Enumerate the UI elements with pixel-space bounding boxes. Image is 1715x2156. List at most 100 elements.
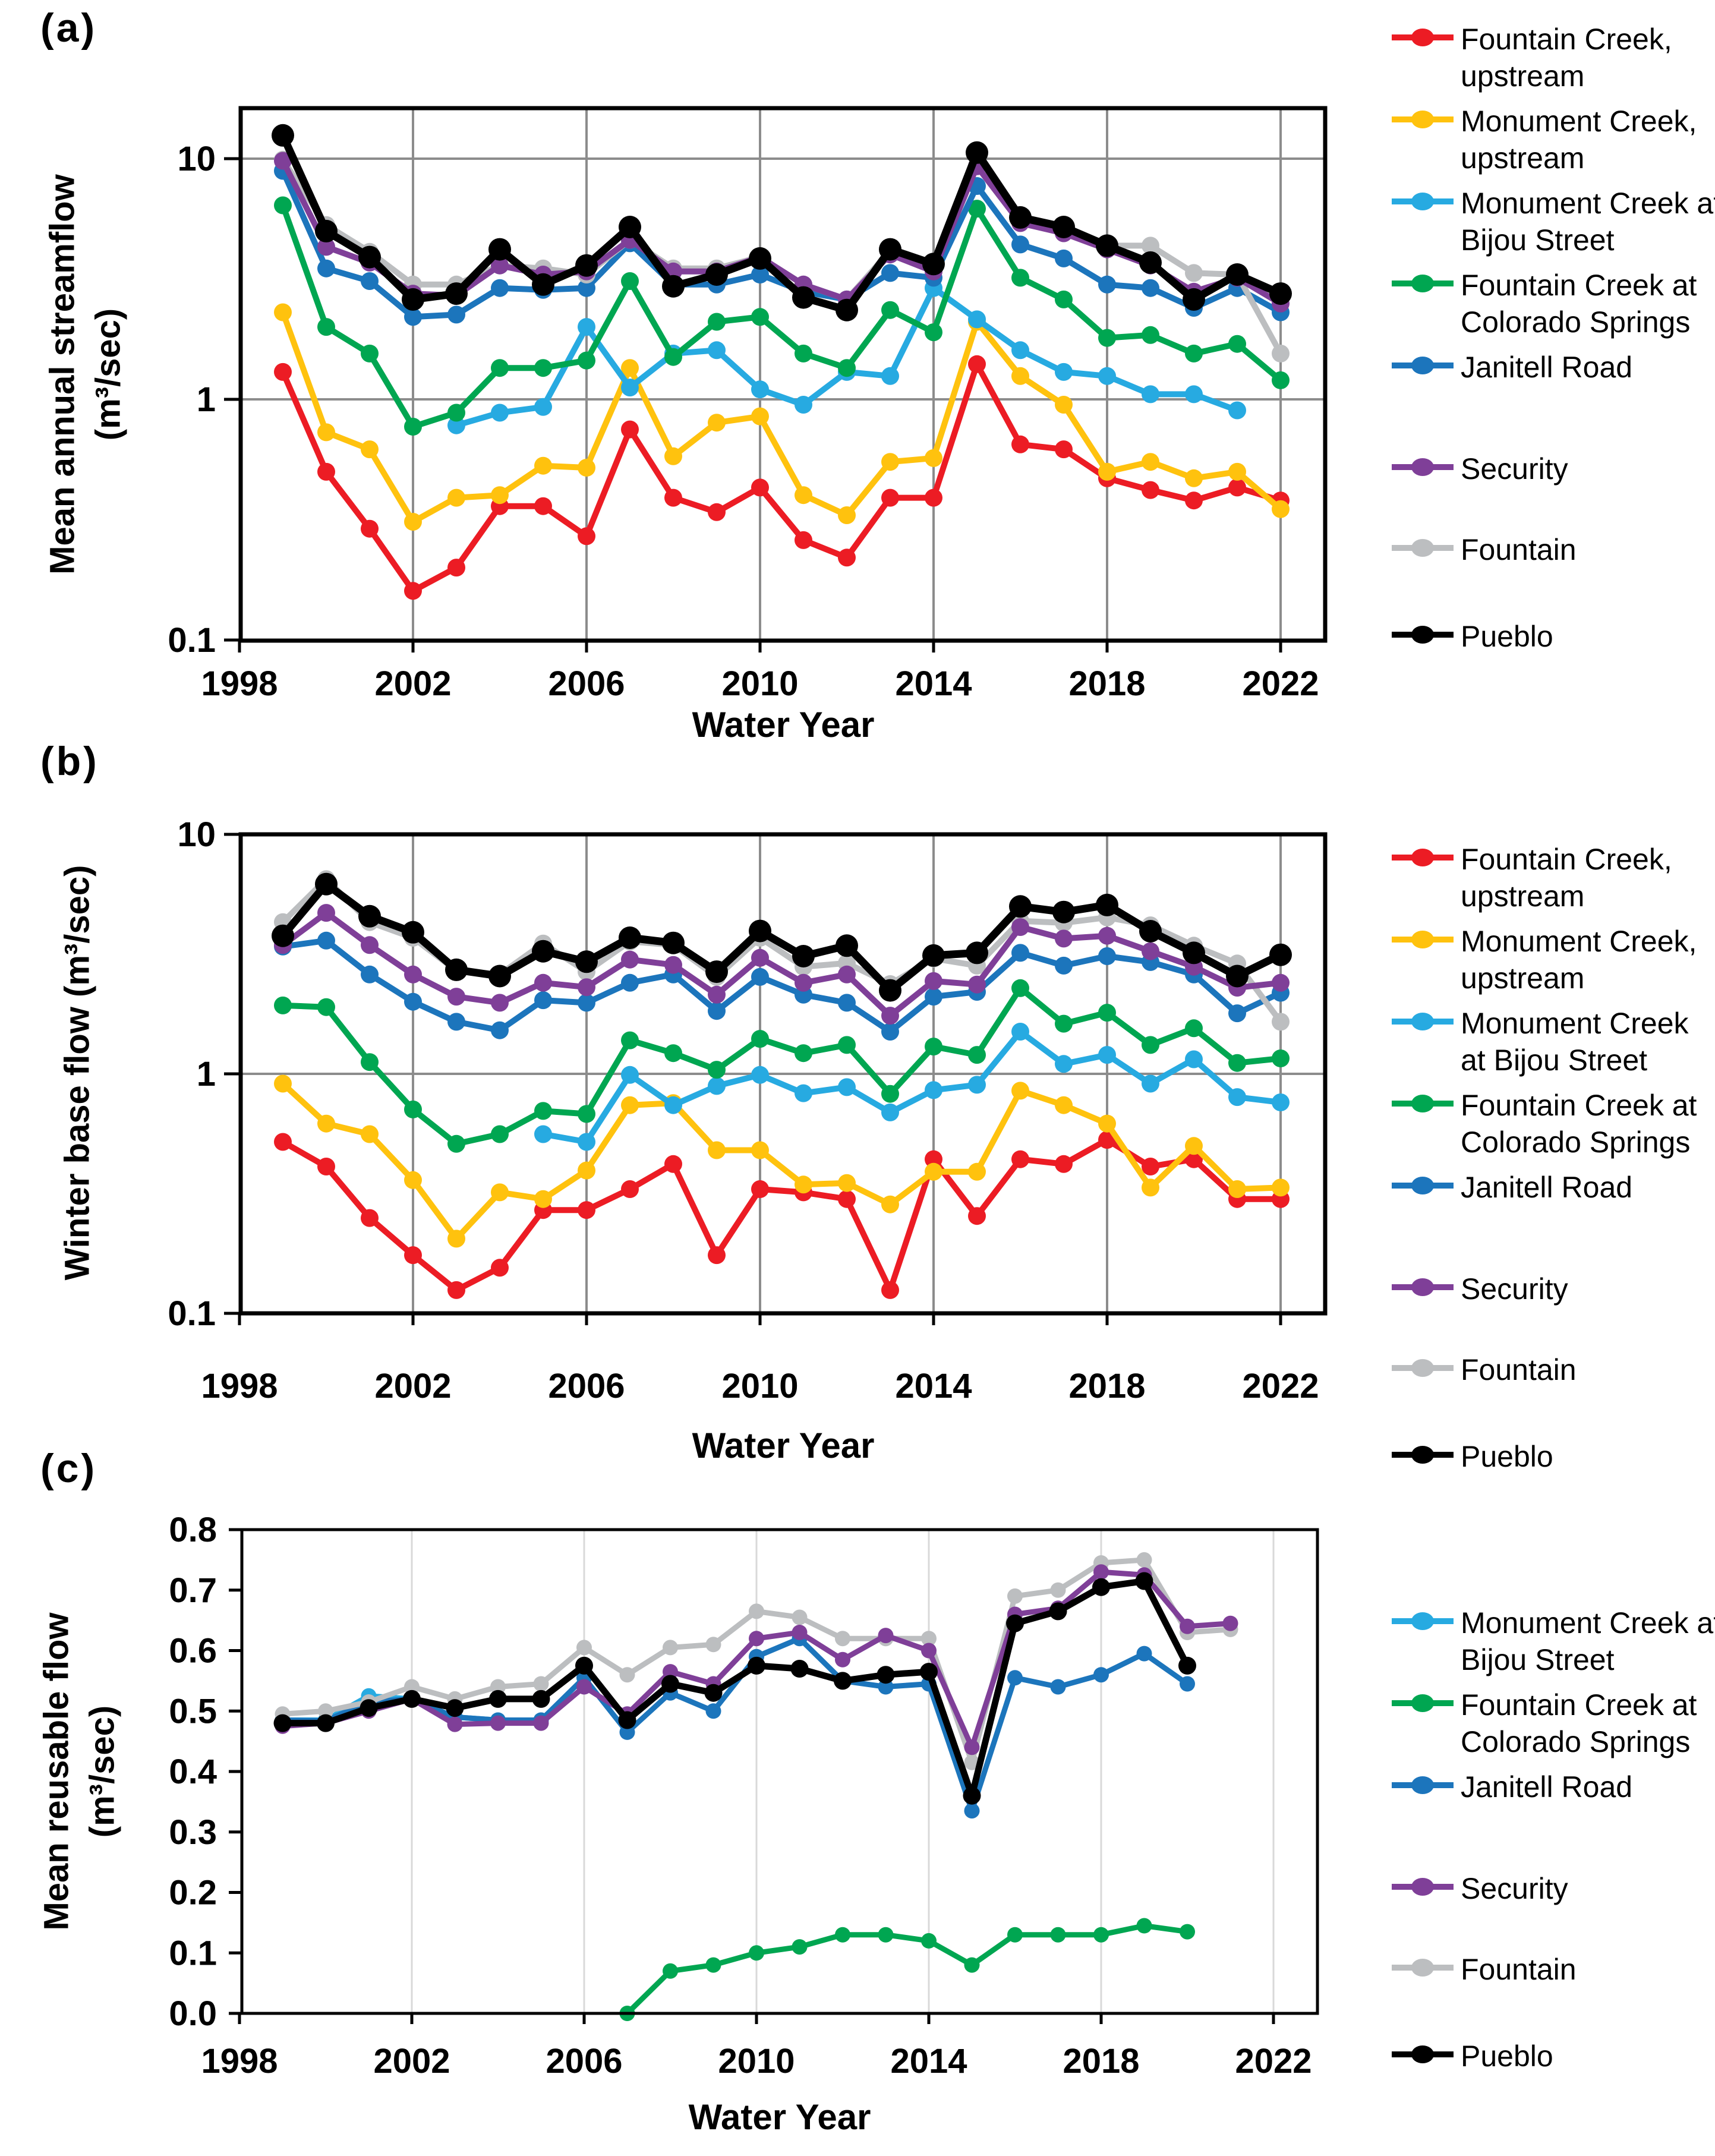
x-tick-label-1998: 1998 <box>201 2042 278 2081</box>
point-fountain-2016 <box>1007 1588 1023 1604</box>
chart-c-y-title-line1: Mean reusable flow <box>37 1612 76 1931</box>
series-pueblo <box>272 872 1292 1002</box>
chart-b-plot: 10 1 0.1 1998 2002 2006 2010 2014 2018 2022 <box>168 815 1328 1405</box>
point-fountain-creek-upstream-2000 <box>317 1158 335 1175</box>
point-janitell-road-2016 <box>1011 235 1029 254</box>
point-pueblo-2012 <box>834 1672 852 1690</box>
point-pueblo-2008 <box>661 1675 679 1693</box>
point-monument-creek-bijou-2013 <box>881 367 899 385</box>
x-tick-label-2006: 2006 <box>548 1367 625 1405</box>
legend-item-fountain-creek-cs: Fountain Creek at Colorado Springs <box>1391 267 1715 341</box>
point-fountain-creek-upstream-2002 <box>404 1246 422 1265</box>
point-fountain-creek-cs-2020 <box>1185 1019 1203 1038</box>
legend-label-fountain-creek-cs: Fountain Creek at Colorado Springs <box>1461 1688 1697 1758</box>
point-fountain-2000 <box>318 1703 333 1719</box>
legend-item-monument-creek-bijou: Monument Creek at Bijou Street <box>1391 1005 1715 1079</box>
legend-swatch-fountain <box>1392 1359 1454 1377</box>
point-fountain-creek-upstream-2001 <box>361 519 379 538</box>
point-fountain-creek-upstream-2014 <box>925 1150 942 1168</box>
point-monument-creek-bijou-2016 <box>1011 1023 1029 1041</box>
y-tick-label-10: 10 <box>177 815 216 854</box>
point-fountain-2010 <box>749 1603 764 1619</box>
point-janitell-road-2017 <box>1055 249 1073 267</box>
y-tick-label-0.2: 0.2 <box>169 1874 217 1912</box>
point-fountain-creek-cs-2021 <box>1228 335 1246 353</box>
point-fountain-2005 <box>533 1676 549 1692</box>
point-pueblo-2000 <box>315 219 338 242</box>
point-fountain-creek-upstream-2005 <box>534 497 552 515</box>
point-monument-creek-bijou-2020 <box>1185 385 1203 404</box>
point-pueblo-2019 <box>1135 1572 1153 1590</box>
point-janitell-road-2006 <box>578 279 595 297</box>
point-monument-creek-upstream-2010 <box>751 407 769 425</box>
point-fountain-creek-cs-2016 <box>1011 269 1029 287</box>
point-fountain-creek-cs-2010 <box>751 1030 769 1048</box>
series-fountain-creek-cs <box>274 979 1290 1153</box>
point-fountain-creek-cs-2020 <box>1185 344 1203 363</box>
point-monument-creek-upstream-2017 <box>1055 1096 1073 1114</box>
point-fountain-creek-cs-2001 <box>361 344 379 363</box>
point-pueblo-2013 <box>879 979 901 1002</box>
point-fountain-creek-upstream-2011 <box>795 531 812 549</box>
point-fountain-2014 <box>921 1631 937 1647</box>
y-tick-label-1: 1 <box>197 1055 216 1093</box>
point-fountain-creek-upstream-2006 <box>578 1201 595 1219</box>
point-monument-creek-bijou-2003 <box>447 416 465 434</box>
y-tick-label-0.8: 0.8 <box>169 1511 217 1549</box>
legend-label-janitell-road: Janitell Road <box>1461 1171 1633 1204</box>
point-janitell-road-2004 <box>491 279 509 297</box>
legend-label-janitell-road: Janitell Road <box>1461 351 1633 384</box>
point-security-2015 <box>964 1739 980 1755</box>
point-security-2002 <box>404 965 422 984</box>
chart-a-legend: Fountain Creek, upstream Monument Creek, up… <box>1391 21 1715 663</box>
point-fountain-creek-cs-2009 <box>705 1957 721 1973</box>
legend-swatch-fountain-creek-upstream <box>1392 849 1454 866</box>
point-monument-creek-bijou-2006 <box>578 1133 595 1151</box>
point-monument-creek-bijou-2015 <box>968 1076 986 1094</box>
point-monument-creek-bijou-2010 <box>751 380 769 399</box>
point-fountain-creek-cs-1999 <box>274 196 292 215</box>
series-fountain-creek-upstream <box>274 355 1290 600</box>
point-fountain-2017 <box>1050 1582 1066 1598</box>
point-janitell-road-2012 <box>838 994 856 1012</box>
y-tick-label-0.6: 0.6 <box>169 1632 217 1670</box>
point-pueblo-2014 <box>922 253 945 276</box>
point-fountain-creek-cs-2008 <box>663 1963 678 1979</box>
point-janitell-road-2009 <box>705 1703 721 1719</box>
point-monument-creek-bijou-2004 <box>491 404 509 422</box>
point-monument-creek-bijou-2007 <box>621 1066 639 1084</box>
point-monument-creek-upstream-2015 <box>968 1162 986 1181</box>
point-pueblo-2021 <box>1226 964 1249 988</box>
point-monument-creek-upstream-2019 <box>1142 1178 1159 1197</box>
point-fountain-creek-cs-2009 <box>708 313 726 331</box>
point-security-2012 <box>835 1651 850 1668</box>
point-pueblo-2012 <box>836 298 858 321</box>
legend-swatch-janitell-road <box>1392 357 1454 374</box>
point-monument-creek-bijou-2018 <box>1098 367 1116 385</box>
point-fountain-creek-cs-2012 <box>838 1036 856 1054</box>
y-tick-label-0.1: 0.1 <box>168 1294 216 1333</box>
legend-item-pueblo: Pueblo <box>1391 2038 1715 2075</box>
point-fountain-2019 <box>1142 237 1159 255</box>
legend-item-monument-creek-upstream: Monument Creek, upstream <box>1391 923 1715 997</box>
point-pueblo-2007 <box>618 1711 636 1729</box>
point-janitell-road-2006 <box>578 994 595 1012</box>
point-monument-creek-upstream-2000 <box>317 1114 335 1133</box>
point-fountain-creek-upstream-2007 <box>621 1180 639 1198</box>
point-pueblo-2002 <box>402 288 424 311</box>
x-tick-label-2014: 2014 <box>890 2042 967 2081</box>
point-pueblo-2004 <box>488 238 511 261</box>
point-fountain-2019 <box>1136 1552 1152 1568</box>
y-tick-label-0.3: 0.3 <box>169 1813 217 1852</box>
point-monument-creek-upstream-2003 <box>447 1230 465 1248</box>
point-fountain-creek-cs-2007 <box>621 1031 639 1049</box>
legend-label-pueblo: Pueblo <box>1461 1440 1553 1473</box>
point-monument-creek-upstream-2020 <box>1185 469 1203 487</box>
point-janitell-road-2016 <box>1007 1670 1023 1686</box>
point-pueblo-2015 <box>966 941 988 964</box>
point-fountain-creek-cs-2014 <box>925 1038 942 1056</box>
point-monument-creek-upstream-2005 <box>534 1190 552 1208</box>
point-monument-creek-bijou-2013 <box>881 1103 899 1121</box>
point-monument-creek-upstream-2008 <box>664 447 682 465</box>
